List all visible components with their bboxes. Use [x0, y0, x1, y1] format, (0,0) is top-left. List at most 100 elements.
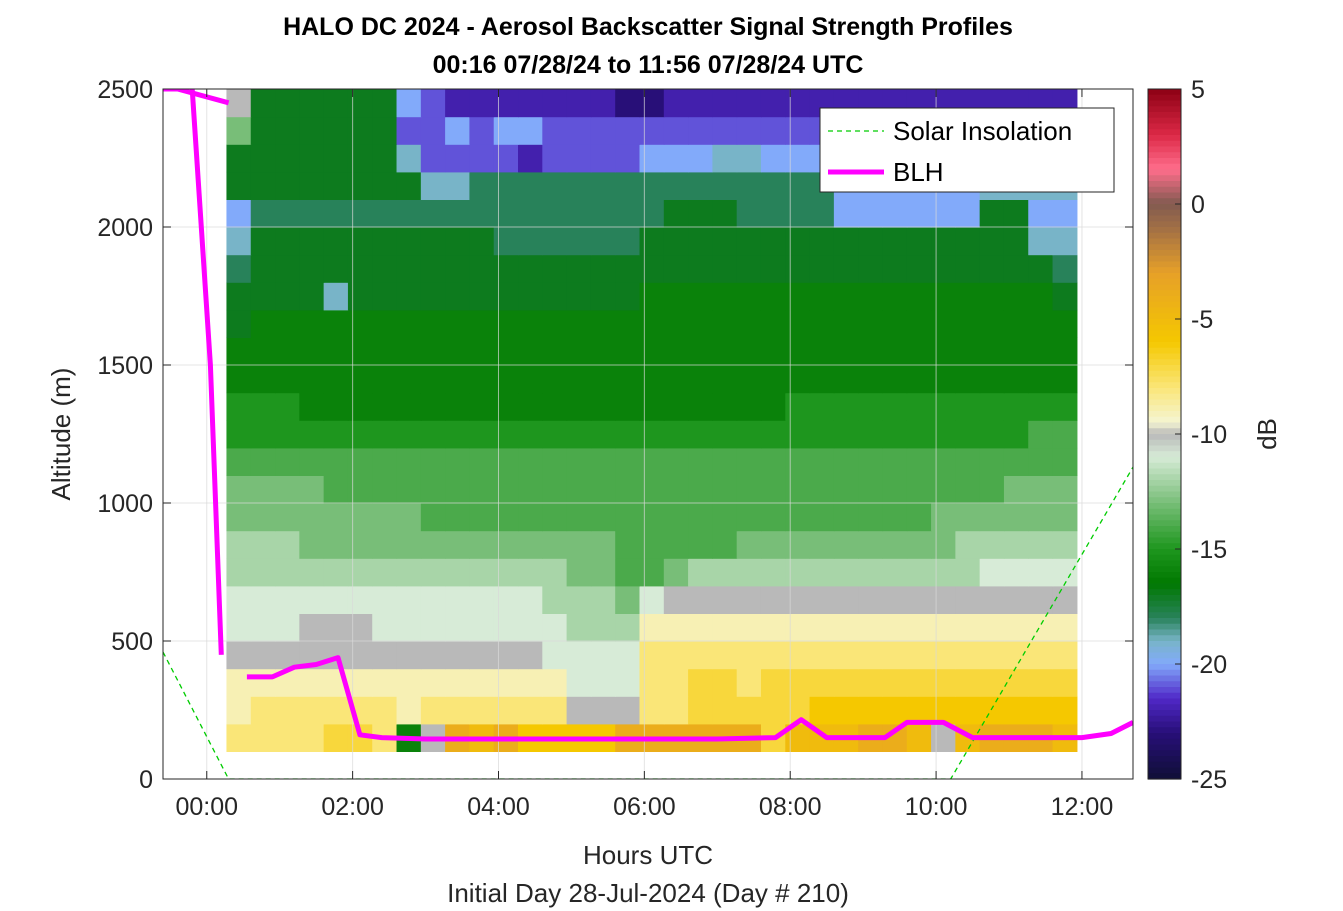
heatmap-cell: [736, 116, 762, 145]
heatmap-cell: [785, 475, 811, 504]
heatmap-cell: [250, 144, 276, 173]
heatmap-cell: [1028, 558, 1054, 587]
heatmap-cell: [955, 696, 981, 725]
colorbar-segment: [1148, 307, 1181, 314]
heatmap-cell: [736, 558, 762, 587]
heatmap-cell: [858, 337, 884, 366]
colorbar-segment: [1148, 572, 1181, 579]
heatmap-cell: [299, 89, 325, 118]
heatmap-cell: [663, 171, 689, 200]
heatmap-cell: [566, 116, 592, 145]
heatmap-cell: [833, 227, 859, 256]
heatmap-cell: [566, 309, 592, 338]
heatmap-cell: [906, 668, 932, 697]
heatmap-cell: [250, 199, 276, 228]
heatmap-cell: [833, 475, 859, 504]
colorbar-segment: [1148, 773, 1181, 780]
heatmap-cell: [566, 503, 592, 532]
heatmap-cell: [493, 227, 519, 256]
heatmap-cell: [1052, 447, 1078, 476]
heatmap-cell: [590, 613, 616, 642]
heatmap-cell: [809, 503, 835, 532]
heatmap-cell: [833, 585, 859, 614]
heatmap-cell: [226, 447, 252, 476]
heatmap-cell: [809, 365, 835, 394]
colorbar-segment: [1148, 382, 1181, 389]
colorbar-segment: [1148, 376, 1181, 383]
heatmap-cell: [566, 144, 592, 173]
heatmap-cell: [275, 447, 300, 476]
heatmap-cell: [445, 144, 471, 173]
heatmap-cell: [1052, 613, 1078, 642]
heatmap-cell: [396, 696, 422, 725]
heatmap-cell: [1003, 530, 1029, 559]
heatmap-cell: [1028, 282, 1054, 311]
heatmap-cell: [1052, 558, 1078, 587]
heatmap-cell: [736, 144, 762, 173]
heatmap-cell: [590, 475, 616, 504]
heatmap-cell: [760, 613, 786, 642]
colorbar-segment: [1148, 721, 1181, 728]
heatmap-cell: [493, 309, 519, 338]
heatmap-cell: [736, 503, 762, 532]
colorbar-ticks: 5 0 -5 -10 -15 -20 -25: [1175, 76, 1227, 794]
heatmap-cell: [445, 365, 471, 394]
heatmap-cell: [250, 171, 276, 200]
heatmap-cell: [275, 89, 300, 118]
heatmap-cell: [615, 447, 641, 476]
heatmap-cell: [518, 89, 543, 118]
heatmap-cell: [299, 503, 325, 532]
heatmap-cell: [833, 282, 859, 311]
heatmap-cell: [493, 116, 519, 145]
heatmap-cell: [760, 116, 786, 145]
heatmap-cell: [347, 171, 373, 200]
heatmap-cell: [518, 613, 543, 642]
heatmap-cell: [275, 116, 300, 145]
heatmap-cell: [979, 199, 1005, 228]
heatmap-cell: [809, 282, 835, 311]
heatmap-cell: [639, 144, 665, 173]
heatmap-cell: [323, 365, 349, 394]
heatmap-cell: [760, 171, 786, 200]
heatmap-cell: [372, 89, 398, 118]
heatmap-cell: [663, 530, 689, 559]
heatmap-cell: [906, 475, 932, 504]
heatmap-cell: [809, 254, 835, 283]
colorbar-segment: [1148, 296, 1181, 303]
heatmap-cell: [226, 227, 252, 256]
heatmap-cell: [469, 392, 495, 421]
heatmap-cell: [275, 254, 300, 283]
colorbar-segment: [1148, 227, 1181, 234]
heatmap-cell: [1052, 530, 1078, 559]
heatmap-cell: [736, 420, 762, 449]
heatmap-cell: [396, 309, 422, 338]
heatmap-cell: [663, 696, 689, 725]
heatmap-cell: [736, 447, 762, 476]
heatmap-cell: [445, 585, 471, 614]
heatmap-cell: [420, 585, 446, 614]
heatmap-cell: [955, 503, 981, 532]
heatmap-cell: [760, 392, 786, 421]
heatmap-cell: [590, 116, 616, 145]
heatmap-cell: [833, 337, 859, 366]
heatmap-cell: [712, 392, 738, 421]
heatmap-cell: [955, 641, 981, 670]
heatmap-cell: [275, 392, 300, 421]
heatmap-cell: [760, 337, 786, 366]
y-tick-label: 500: [111, 628, 153, 656]
heatmap-cell: [955, 475, 981, 504]
colorbar-segment: [1148, 744, 1181, 751]
heatmap-cell: [736, 641, 762, 670]
heatmap-cell: [590, 420, 616, 449]
y-tick-label: 0: [139, 766, 153, 794]
heatmap-cell: [688, 392, 713, 421]
heatmap-cell: [1003, 254, 1029, 283]
heatmap-cell: [469, 309, 495, 338]
heatmap-cell: [955, 199, 981, 228]
heatmap-cell: [615, 199, 641, 228]
heatmap-cell: [785, 171, 811, 200]
heatmap-cell: [760, 227, 786, 256]
heatmap-cell: [590, 365, 616, 394]
colorbar-segment: [1148, 675, 1181, 682]
